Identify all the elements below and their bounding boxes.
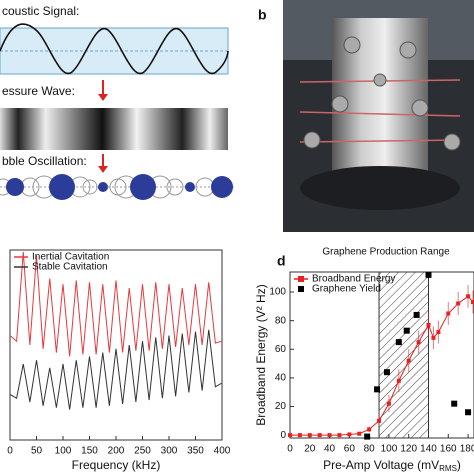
y-tick-label: 0 <box>280 430 286 441</box>
shaded-range <box>378 271 429 439</box>
marker <box>465 409 472 416</box>
marker <box>431 335 436 340</box>
marker <box>466 294 471 299</box>
legend-swatch <box>298 276 304 282</box>
marker <box>416 340 421 345</box>
marker <box>436 330 441 335</box>
bubbles <box>6 174 233 200</box>
marker <box>406 358 411 363</box>
x-tick-label: 100 <box>381 444 398 455</box>
marker <box>383 369 390 376</box>
legend-label: Graphene Yield <box>312 284 381 295</box>
x-tick-label: 300 <box>161 446 178 457</box>
x-tick-label: 400 <box>214 446 231 457</box>
y-tick-label: 20 <box>275 401 287 412</box>
x-tick-label: 350 <box>187 446 204 457</box>
x-tick-label: 250 <box>134 446 151 457</box>
marker <box>403 327 410 334</box>
y-tick-label: 40 <box>275 373 287 384</box>
x-tick-label: 160 <box>440 444 457 455</box>
x-axis-label: Frequency (kHz) <box>72 458 161 472</box>
marker <box>396 378 401 383</box>
plot-frame <box>9 249 223 441</box>
marker <box>374 386 381 393</box>
x-tick-label: 80 <box>364 444 376 455</box>
x-tick-label: 0 <box>287 444 293 455</box>
marker <box>413 311 420 318</box>
x-axis-label: Pre-Amp Voltage (mVRMS) <box>323 458 461 473</box>
marker <box>456 301 461 306</box>
wave-label: essure Wave: <box>2 84 75 98</box>
marker <box>446 311 451 316</box>
series-line <box>9 329 223 410</box>
bubble-label: bble Oscillation: <box>2 154 87 168</box>
panel-label: d <box>277 253 286 269</box>
marker <box>367 427 372 432</box>
marker <box>395 339 402 346</box>
x-axis-label-sub: RMS <box>439 464 457 473</box>
series-line <box>9 251 223 357</box>
y-tick-label: 100 <box>269 287 286 298</box>
x-axis-label-end: ) <box>457 458 461 472</box>
marker <box>357 431 362 436</box>
y-tick-label: 60 <box>275 344 287 355</box>
marker <box>347 432 352 437</box>
x-tick-label: 50 <box>31 446 43 457</box>
x-tick-label: 0 <box>7 446 13 457</box>
marker <box>317 433 322 438</box>
x-tick-label: 20 <box>304 444 316 455</box>
arrow-head <box>98 166 108 173</box>
y-axis-label: Broadband Energy (V² Hz) <box>254 284 268 425</box>
x-tick-label: 100 <box>55 446 72 457</box>
marker <box>386 401 391 406</box>
x-tick-label: 200 <box>108 446 125 457</box>
marker <box>327 433 332 438</box>
x-tick-label: 150 <box>81 446 98 457</box>
photo-ports <box>303 36 461 151</box>
photo-base <box>300 166 460 210</box>
sine-wave <box>0 23 229 75</box>
marker <box>377 418 382 423</box>
marker <box>364 433 371 440</box>
marker <box>288 433 292 438</box>
x-tick-label: 60 <box>344 444 356 455</box>
x-axis-label-text: Pre-Amp Voltage (mV <box>323 458 439 472</box>
legend-swatch <box>298 286 304 292</box>
x-tick-label: 180 <box>460 444 474 455</box>
x-tick-label: 40 <box>324 444 336 455</box>
marker <box>425 271 432 278</box>
legend-label: Stable Cavitation <box>32 262 108 273</box>
marker <box>307 433 312 438</box>
x-tick-label: 140 <box>420 444 437 455</box>
legend-label: Broadband Energy <box>312 274 395 285</box>
marker <box>297 433 302 438</box>
x-tick-label: 120 <box>400 444 417 455</box>
arrow-head <box>98 94 108 101</box>
legend-label: Inertial Cavitation <box>32 252 109 263</box>
marker <box>426 322 431 327</box>
signal-label: coustic Signal: <box>2 4 79 18</box>
marker <box>337 433 342 438</box>
marker <box>471 300 474 305</box>
pressure-wave <box>0 108 228 150</box>
chart-title: Graphene Production Range <box>322 247 450 258</box>
panel-label: b <box>258 7 267 23</box>
marker <box>451 400 458 407</box>
y-tick-label: 80 <box>275 315 287 326</box>
